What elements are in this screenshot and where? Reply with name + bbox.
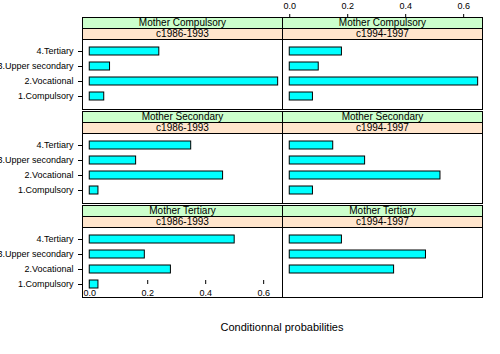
svg-text:2.Vocational: 2.Vocational: [24, 264, 73, 274]
svg-text:1.Compulsory: 1.Compulsory: [18, 91, 74, 101]
html-text:c1994-1997: c1994-1997: [356, 122, 409, 133]
html-text:Mother Compulsory: Mother Compulsory: [338, 17, 427, 28]
svg-text:3.Upper secondary: 3.Upper secondary: [0, 61, 74, 71]
svg-text:1.Compulsory: 1.Compulsory: [18, 185, 74, 195]
html-text:Mother Tertiary: Mother Tertiary: [149, 205, 216, 216]
svg-text:4.Tertiary: 4.Tertiary: [36, 140, 74, 150]
html-text:c1994-1997: c1994-1997: [356, 216, 409, 227]
svg-text:3.Upper secondary: 3.Upper secondary: [0, 155, 74, 165]
html-text:c1994-1997: c1994-1997: [356, 28, 409, 39]
svg-text:0.2: 0.2: [141, 288, 154, 298]
svg-text:0.0: 0.0: [83, 288, 96, 298]
html-text:c1986-1993: c1986-1993: [156, 28, 209, 39]
svg-text:0.2: 0.2: [341, 1, 354, 11]
html-text:Mother Tertiary: Mother Tertiary: [349, 205, 416, 216]
svg-text:2.Vocational: 2.Vocational: [24, 76, 73, 86]
svg-text:1.Compulsory: 1.Compulsory: [18, 279, 74, 289]
html-text:Mother Compulsory: Mother Compulsory: [138, 17, 227, 28]
svg-text:0.6: 0.6: [457, 1, 470, 11]
html-text:Mother Secondary: Mother Secondary: [341, 111, 424, 122]
html-text:Mother Secondary: Mother Secondary: [141, 111, 224, 122]
svg-text:2.Vocational: 2.Vocational: [24, 170, 73, 180]
svg-text:3.Upper secondary: 3.Upper secondary: [0, 249, 74, 259]
svg-text:0.6: 0.6: [257, 288, 270, 298]
html-text:Conditionnal probabilities: Conditionnal probabilities: [220, 321, 344, 333]
svg-text:4.Tertiary: 4.Tertiary: [36, 234, 74, 244]
svg-text:4.Tertiary: 4.Tertiary: [36, 46, 74, 56]
html-text:c1986-1993: c1986-1993: [156, 216, 209, 227]
html-text:c1986-1993: c1986-1993: [156, 122, 209, 133]
svg-text:0.4: 0.4: [199, 288, 212, 298]
svg-text:0.4: 0.4: [399, 1, 412, 11]
svg-text:0.0: 0.0: [283, 1, 296, 11]
